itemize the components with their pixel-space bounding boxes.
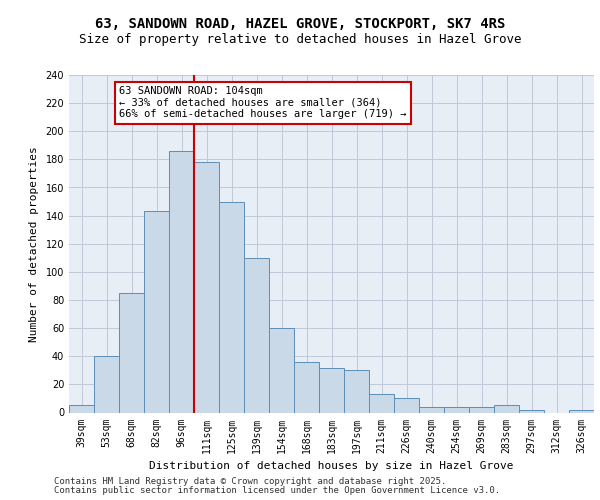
Bar	[469, 407, 494, 412]
Bar	[569, 410, 594, 412]
Bar	[94, 356, 119, 412]
Text: Contains public sector information licensed under the Open Government Licence v3: Contains public sector information licen…	[54, 486, 500, 495]
Bar	[194, 162, 219, 412]
X-axis label: Distribution of detached houses by size in Hazel Grove: Distribution of detached houses by size …	[149, 461, 514, 471]
Bar	[269, 328, 294, 412]
Bar	[419, 407, 444, 412]
Text: Size of property relative to detached houses in Hazel Grove: Size of property relative to detached ho…	[79, 32, 521, 46]
Bar	[494, 406, 519, 412]
Bar	[244, 258, 269, 412]
Bar	[294, 362, 319, 412]
Text: 63, SANDOWN ROAD, HAZEL GROVE, STOCKPORT, SK7 4RS: 63, SANDOWN ROAD, HAZEL GROVE, STOCKPORT…	[95, 18, 505, 32]
Bar	[144, 212, 169, 412]
Bar	[169, 151, 194, 412]
Text: Contains HM Land Registry data © Crown copyright and database right 2025.: Contains HM Land Registry data © Crown c…	[54, 477, 446, 486]
Bar	[69, 406, 94, 412]
Bar	[519, 410, 544, 412]
Bar	[219, 202, 244, 412]
Bar	[369, 394, 394, 412]
Bar	[119, 293, 144, 412]
Y-axis label: Number of detached properties: Number of detached properties	[29, 146, 38, 342]
Bar	[394, 398, 419, 412]
Bar	[319, 368, 344, 412]
Bar	[344, 370, 369, 412]
Text: 63 SANDOWN ROAD: 104sqm
← 33% of detached houses are smaller (364)
66% of semi-d: 63 SANDOWN ROAD: 104sqm ← 33% of detache…	[119, 86, 407, 120]
Bar	[444, 407, 469, 412]
